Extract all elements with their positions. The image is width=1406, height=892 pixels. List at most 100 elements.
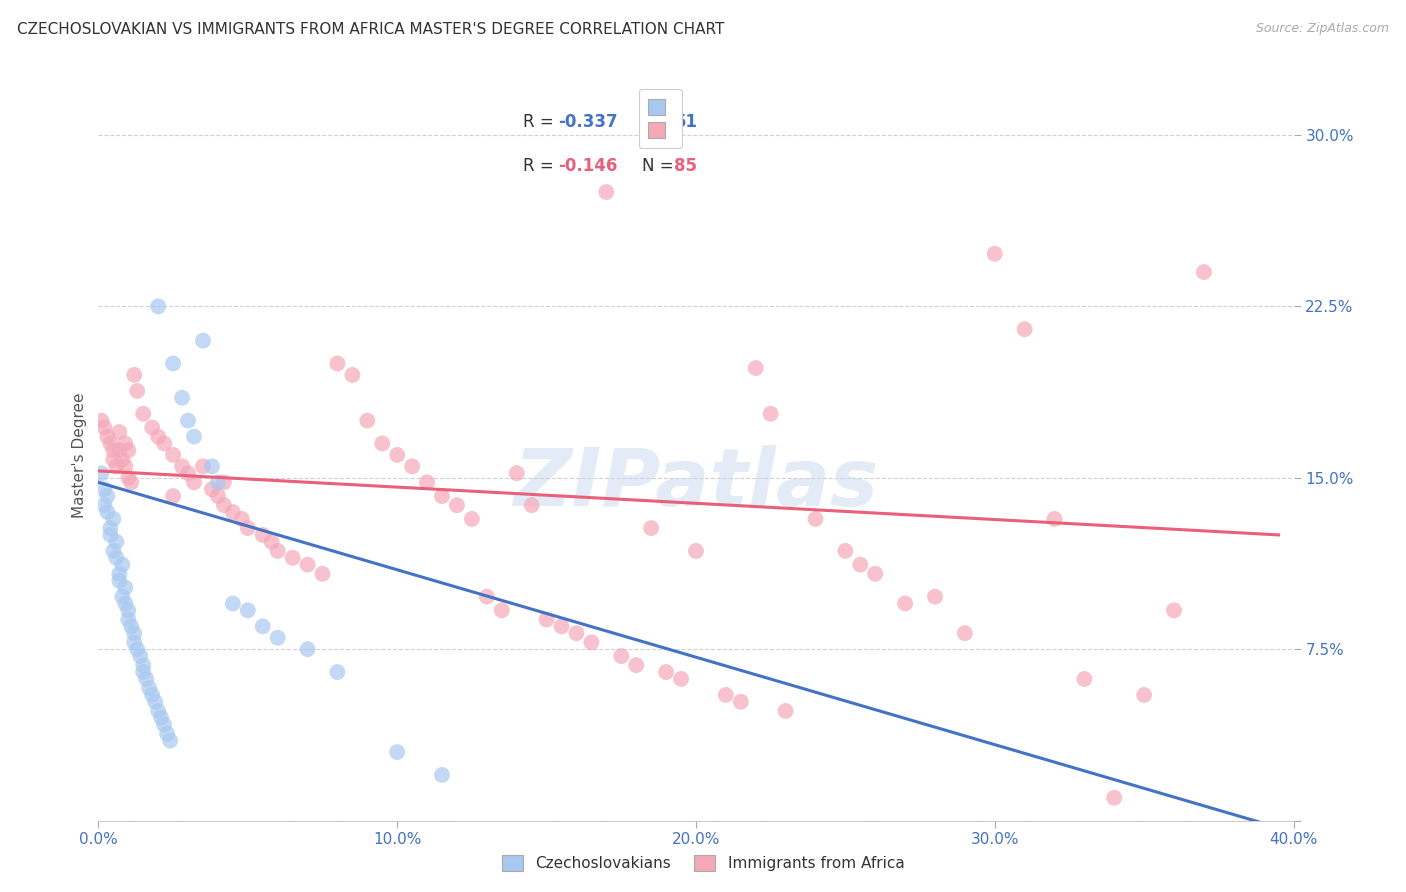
Point bbox=[105, 459, 128, 474]
Point bbox=[745, 361, 768, 376]
Point bbox=[834, 544, 856, 558]
Point bbox=[231, 512, 253, 526]
Point bbox=[610, 649, 633, 664]
Point bbox=[177, 467, 200, 481]
Point bbox=[162, 356, 184, 371]
Point bbox=[93, 420, 115, 434]
Point bbox=[114, 581, 136, 595]
Point bbox=[138, 681, 160, 695]
Point bbox=[103, 544, 125, 558]
Point bbox=[141, 420, 163, 434]
Point bbox=[201, 482, 224, 496]
Point bbox=[117, 443, 139, 458]
Point bbox=[127, 384, 149, 398]
Point bbox=[148, 430, 170, 444]
Point bbox=[153, 436, 176, 450]
Point bbox=[212, 498, 235, 512]
Point bbox=[953, 626, 976, 640]
Point bbox=[267, 631, 290, 645]
Point bbox=[297, 558, 319, 572]
Point bbox=[342, 368, 364, 382]
Point bbox=[132, 665, 155, 679]
Point bbox=[252, 528, 274, 542]
Point bbox=[385, 448, 409, 462]
Point bbox=[655, 665, 678, 679]
Point bbox=[212, 475, 235, 490]
Text: 51: 51 bbox=[675, 113, 697, 131]
Point bbox=[183, 475, 205, 490]
Point bbox=[267, 544, 290, 558]
Point bbox=[626, 658, 648, 673]
Point bbox=[207, 489, 229, 503]
Point bbox=[90, 414, 112, 428]
Point bbox=[111, 558, 134, 572]
Point bbox=[297, 642, 319, 657]
Point bbox=[865, 566, 887, 581]
Point bbox=[105, 550, 128, 565]
Legend: , : , bbox=[638, 89, 682, 148]
Point bbox=[385, 745, 409, 759]
Point bbox=[114, 597, 136, 611]
Point bbox=[103, 452, 125, 467]
Point bbox=[565, 626, 588, 640]
Text: R =: R = bbox=[523, 113, 554, 131]
Point bbox=[506, 467, 529, 481]
Text: R =: R = bbox=[523, 157, 554, 175]
Point bbox=[430, 768, 453, 782]
Point bbox=[114, 459, 136, 474]
Point bbox=[984, 246, 1007, 260]
Text: ZIPatlas: ZIPatlas bbox=[513, 445, 879, 524]
Point bbox=[446, 498, 468, 512]
Point bbox=[153, 717, 176, 731]
Point bbox=[759, 407, 782, 421]
Text: -0.146: -0.146 bbox=[558, 157, 617, 175]
Point bbox=[90, 467, 112, 481]
Point bbox=[108, 566, 131, 581]
Point bbox=[669, 672, 692, 686]
Point bbox=[108, 574, 131, 588]
Point bbox=[93, 498, 115, 512]
Point bbox=[150, 711, 173, 725]
Point bbox=[117, 603, 139, 617]
Point bbox=[281, 550, 304, 565]
Point bbox=[124, 626, 146, 640]
Point bbox=[326, 356, 349, 371]
Point bbox=[120, 619, 142, 633]
Point bbox=[201, 459, 224, 474]
Point bbox=[105, 534, 128, 549]
Point bbox=[148, 299, 170, 313]
Point bbox=[103, 443, 125, 458]
Point bbox=[117, 613, 139, 627]
Point bbox=[117, 471, 139, 485]
Point bbox=[1014, 322, 1036, 336]
Point bbox=[1043, 512, 1066, 526]
Point bbox=[1163, 603, 1185, 617]
Text: 85: 85 bbox=[675, 157, 697, 175]
Point bbox=[132, 407, 155, 421]
Point bbox=[401, 459, 423, 474]
Point bbox=[1073, 672, 1095, 686]
Point bbox=[98, 436, 122, 450]
Text: CZECHOSLOVAKIAN VS IMMIGRANTS FROM AFRICA MASTER'S DEGREE CORRELATION CHART: CZECHOSLOVAKIAN VS IMMIGRANTS FROM AFRIC… bbox=[17, 22, 724, 37]
Point bbox=[108, 443, 131, 458]
Point bbox=[1133, 688, 1156, 702]
Point bbox=[172, 391, 194, 405]
Point bbox=[311, 566, 333, 581]
Point bbox=[222, 597, 245, 611]
Point bbox=[430, 489, 453, 503]
Point bbox=[129, 649, 152, 664]
Point bbox=[132, 658, 155, 673]
Point bbox=[96, 489, 118, 503]
Point bbox=[260, 534, 283, 549]
Text: N =: N = bbox=[643, 157, 673, 175]
Text: N =: N = bbox=[643, 113, 673, 131]
Point bbox=[595, 185, 617, 199]
Point bbox=[1104, 790, 1126, 805]
Point bbox=[177, 414, 200, 428]
Point bbox=[111, 452, 134, 467]
Point bbox=[159, 733, 181, 747]
Point bbox=[191, 334, 214, 348]
Point bbox=[356, 414, 378, 428]
Point bbox=[114, 436, 136, 450]
Point bbox=[96, 505, 118, 519]
